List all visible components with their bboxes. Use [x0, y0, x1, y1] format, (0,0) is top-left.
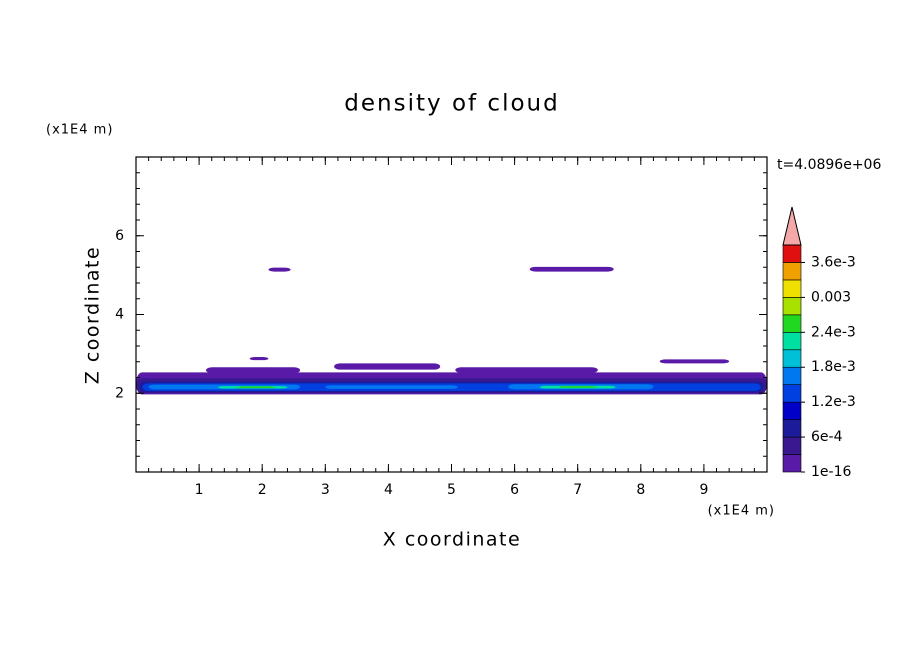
- colorbar-band: [782, 401, 802, 420]
- colorbar-tick-label: 2.4e-3: [811, 324, 856, 340]
- colorbar-band: [782, 279, 802, 298]
- colorbar-tick-label: 6e-4: [811, 429, 843, 445]
- x-tick-label: 2: [258, 482, 267, 498]
- y-tick-label: 2: [115, 385, 124, 401]
- colorbar-band: [782, 332, 802, 351]
- x-tick-label: 7: [573, 482, 582, 498]
- y-unit: (x1E4 m): [46, 123, 113, 138]
- colorbar-band: [782, 384, 802, 403]
- colorbar-band: [782, 436, 802, 455]
- colorbar-band: [782, 314, 802, 333]
- contour-region: [334, 363, 441, 370]
- colorbar-extend: [782, 206, 802, 246]
- contour-region: [268, 267, 291, 272]
- x-tick-label: 3: [321, 482, 330, 498]
- colorbar-tick-label: 1e-16: [811, 464, 851, 480]
- plot-frame: [135, 156, 768, 473]
- colorbar-tick-label: 3.6e-3: [811, 254, 856, 270]
- time-annotation: t=4.0896e+06: [777, 157, 881, 173]
- colorbar-tick-label: 0.003: [811, 289, 851, 305]
- x-unit: (x1E4 m): [708, 504, 775, 519]
- x-tick-label: 1: [195, 482, 204, 498]
- colorbar-band: [782, 454, 802, 473]
- contour-region: [455, 367, 598, 373]
- colorbar-band: [782, 419, 802, 438]
- contour-region: [325, 385, 458, 389]
- colorbar-band: [782, 349, 802, 368]
- x-tick-label: 6: [510, 482, 519, 498]
- x-axis-title: X coordinate: [383, 529, 521, 551]
- colorbar-band: [782, 297, 802, 316]
- colorbar-tick-label: 1.8e-3: [811, 359, 856, 375]
- colorbar-band: [782, 244, 802, 263]
- y-tick-label: 4: [115, 307, 124, 323]
- y-axis-title: Z coordinate: [82, 246, 104, 384]
- contour-region: [236, 386, 275, 389]
- y-tick-label: 6: [115, 228, 124, 244]
- colorbar-band: [782, 366, 802, 385]
- contour-region: [249, 357, 269, 361]
- contour-region: [529, 266, 614, 272]
- x-tick-label: 5: [447, 482, 456, 498]
- x-tick-label: 8: [636, 482, 645, 498]
- x-tick-label: 4: [384, 482, 393, 498]
- x-tick-label: 9: [699, 482, 708, 498]
- colorbar-tick-label: 1.2e-3: [811, 394, 856, 410]
- colorbar-band: [782, 262, 802, 281]
- contour-region: [558, 386, 597, 388]
- chart-title: density of cloud: [344, 91, 559, 117]
- contour-region: [659, 359, 730, 364]
- contour-region: [206, 367, 301, 374]
